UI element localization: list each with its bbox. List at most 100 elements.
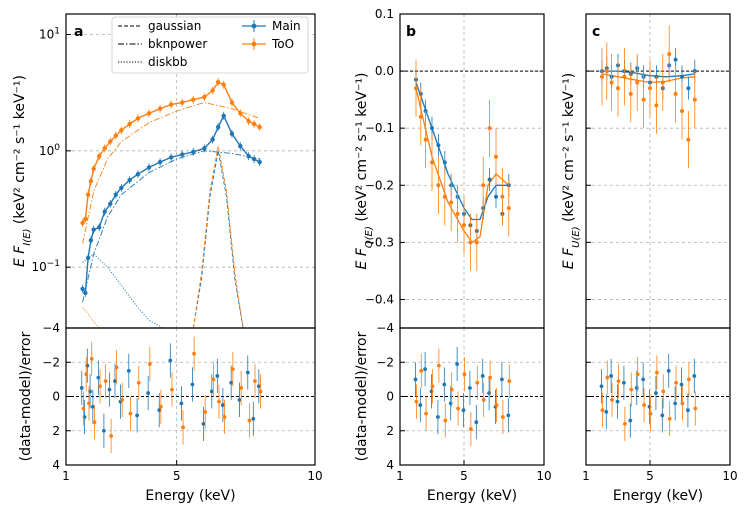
a-res-point-ToO-9 [120,398,125,402]
a-legend-label-0: gaussian [148,19,201,33]
a-model-0 [82,150,260,303]
c-res-point-ToO-10 [661,389,666,394]
a-point-Main-0 [80,286,85,292]
c-point-ToO-11 [667,51,672,56]
a-res-point-ToO-11 [136,380,141,385]
b-yticklabel-3: −0.2 [365,178,394,192]
c-point-ToO-1 [604,69,609,74]
c-res-point-ToO-0 [600,408,605,413]
a-model-5 [192,145,244,329]
b-xticklabel-2: 10 [536,469,551,483]
a-res-point-ToO-23 [247,418,252,423]
b-res-point-Main-15 [506,413,511,418]
c-ylabel: E FU(E) (keV² cm⁻² s⁻¹ keV⁻¹) [561,73,582,269]
b-yticklabel-0: 0.1 [375,7,394,21]
a-xticklabel-2: 10 [307,469,322,483]
a-point-ToO-19 [215,79,221,85]
b-res-point-Main-9 [468,386,472,390]
a-yticklabel-1: 100 [39,143,60,158]
a-res-point-ToO-8 [114,365,119,370]
a-res-point-Main-13 [157,408,162,413]
c-res-point-Main-7 [641,377,646,382]
b-point-ToO-5 [442,194,447,199]
a-point-ToO-15 [180,100,185,105]
a-point-ToO-18 [210,88,215,93]
b-res-point-ToO-7 [456,406,460,411]
a-point-ToO-9 [119,128,124,133]
a-point-Main-6 [102,209,107,214]
b-point-ToO-12 [487,126,492,131]
c-res-point-Main-1 [604,410,609,414]
a-point-Main-7 [108,201,113,207]
c-point-Main-12 [673,57,678,62]
a-res-point-ToO-17 [203,410,208,414]
a-res-point-Main-24 [251,416,256,421]
c-point-ToO-0 [600,74,604,79]
c-panel-letter: c [592,24,600,40]
a-point-Main-16 [191,149,196,155]
a-res-point-ToO-10 [128,411,133,416]
a-point-ToO-25 [257,124,262,130]
b-res-point-Main-4 [436,415,440,419]
a-point-ToO-3 [88,178,94,184]
b-yticklabel-5: −0.4 [365,292,394,306]
a-res-point-ToO-19 [217,399,221,404]
a-legend-mark-dot-0 [251,23,257,29]
a-legend-label-4: ToO [271,37,294,51]
a-res-point-Main-11 [135,413,140,418]
b-xticklabel-0: 1 [396,469,404,483]
a-res-point-Main-21 [229,380,234,385]
b-res-point-ToO-12 [488,375,492,380]
a-point-Main-10 [127,177,132,183]
c-res-point-ToO-12 [674,380,678,385]
c-res-point-ToO-9 [654,370,659,375]
b-res-point-ToO-9 [468,427,473,431]
a-point-ToO-24 [251,121,257,127]
a-res-yticklabel-3: 2 [52,424,60,438]
a-point-Main-18 [210,137,215,142]
a-point-Main-13 [157,159,163,165]
c-res-point-Main-13 [679,382,684,387]
a-res-yticklabel-2: 0 [52,390,60,404]
b-res-point-Main-5 [442,382,447,387]
a-res-point-Main-23 [245,370,250,375]
c-res-point-ToO-7 [642,403,646,407]
c-top-frame [585,13,731,329]
c-res-point-Main-0 [599,384,604,389]
c-point-ToO-3 [616,86,620,91]
a-point-Main-11 [135,171,141,177]
a-point-Main-20 [221,113,226,119]
a-res-point-ToO-0 [81,406,86,411]
a-point-Main-1 [83,290,88,296]
b-point-ToO-0 [414,86,418,91]
b-point-Main-12 [487,177,492,182]
c-res-point-Main-15 [692,374,697,378]
b-top-frame [399,13,545,329]
c-point-ToO-10 [660,80,665,85]
a-res-point-ToO-13 [158,404,163,409]
a-point-ToO-16 [191,97,196,102]
a-point-ToO-17 [202,94,207,100]
c-point-Main-14 [686,86,691,91]
a-point-ToO-1 [83,216,88,222]
a-point-ToO-2 [85,192,91,197]
b-point-ToO-2 [423,137,428,142]
b-res-point-Main-0 [413,377,418,382]
a-model-2 [82,253,164,329]
a-point-Main-3 [88,238,94,243]
a-res-point-Main-12 [146,391,151,395]
a-res-point-ToO-12 [147,362,152,366]
c-res-point-ToO-14 [686,377,691,382]
a-point-ToO-13 [157,106,163,111]
a-point-ToO-14 [168,102,174,107]
c-point-ToO-14 [686,137,691,142]
c-res-point-ToO-3 [616,379,621,383]
a-model-3 [82,307,105,329]
a-point-ToO-21 [229,100,235,105]
c-res-point-ToO-4 [622,422,627,426]
c-res-point-ToO-2 [610,398,614,402]
b-model-1 [415,88,510,244]
a-point-Main-14 [168,155,174,160]
a-res-point-Main-4 [90,404,95,409]
b-res-point-Main-8 [461,408,466,413]
